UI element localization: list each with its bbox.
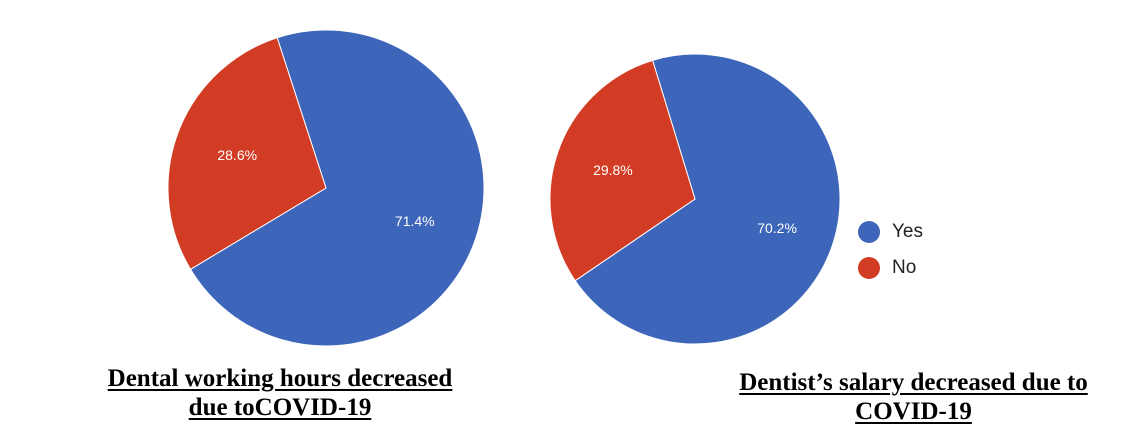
- pie-2-label-no: 29.8%: [593, 162, 633, 178]
- chart-2-caption-line-1: Dentist’s salary decreased due to: [739, 369, 1088, 396]
- pie-2-slice-yes: [574, 53, 841, 345]
- legend: Yes No: [858, 214, 923, 286]
- chart-1-caption-line-2: due toCOVID-19: [188, 394, 372, 421]
- pie-chart-1: 71.4% 28.6%: [167, 29, 485, 347]
- legend-label-no: No: [892, 257, 917, 278]
- chart-1-caption-line-1: Dental working hours decreased: [107, 365, 453, 392]
- legend-item-no: No: [858, 250, 923, 286]
- pie-chart-2: 70.2% 29.8%: [549, 53, 841, 345]
- pie-1-label-no: 28.6%: [217, 147, 257, 163]
- chart-2-caption: Dentist’s salary decreased due to COVID-…: [680, 368, 1147, 426]
- chart-1-caption: Dental working hours decreased due toCOV…: [85, 364, 475, 422]
- pie-2-slice-no: [549, 59, 696, 282]
- legend-item-yes: Yes: [858, 214, 923, 250]
- pie-1-slice-yes: [189, 29, 485, 347]
- pie-1-label-yes: 71.4%: [395, 213, 435, 229]
- legend-swatch-no: [858, 257, 880, 279]
- chart-2-caption-line-2: COVID-19: [855, 398, 972, 425]
- pie-1-slice-no: [167, 37, 327, 270]
- pie-2-label-yes: 70.2%: [757, 220, 797, 236]
- legend-swatch-yes: [858, 221, 880, 243]
- legend-label-yes: Yes: [892, 221, 923, 242]
